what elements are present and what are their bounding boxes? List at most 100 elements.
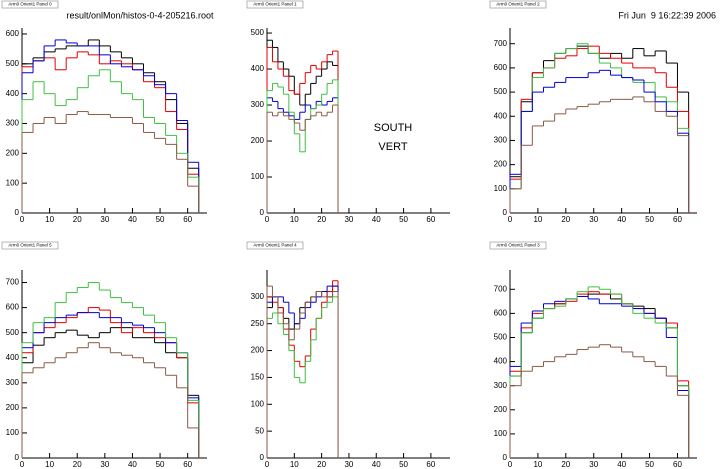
x-tick-label: 20 (317, 460, 326, 469)
y-tick-label: 150 (251, 373, 265, 382)
y-tick-label: 600 (494, 308, 508, 317)
x-tick-label: 40 (128, 215, 137, 224)
panel: 0 100 200 300 400 500 600 0 10 20 30 40 50 60 (6, 28, 207, 224)
y-tick-label: 700 (6, 278, 20, 287)
x-tick-label: 50 (156, 460, 165, 469)
y-tick-label: 700 (494, 39, 508, 48)
panel-title: Arm0 Orient1 Panel 1 (253, 2, 297, 7)
x-tick-label: 60 (673, 460, 682, 469)
x-tick-label: 30 (589, 215, 598, 224)
panel: 0 100 200 300 400 500 0 10 20 30 40 50 60 SOUTH VERT (251, 28, 450, 224)
x-tick-label: 50 (399, 460, 408, 469)
x-tick-label: 30 (344, 215, 353, 224)
x-tick-label: 60 (183, 215, 192, 224)
panel-title: Arm0 Orient1 Panel 0 (8, 2, 52, 7)
file-name: result/onlMon/histos-0-4-205216.root (66, 10, 214, 20)
x-tick-label: 30 (589, 460, 598, 469)
x-tick-label: 10 (290, 215, 299, 224)
y-tick-label: 200 (6, 403, 20, 412)
x-tick-label: 30 (100, 460, 109, 469)
y-tick-label: 300 (251, 100, 265, 109)
y-tick-label: 200 (251, 136, 265, 145)
y-tick-label: 100 (6, 428, 20, 437)
panel: 0 100 200 300 400 500 600 700 0 10 20 30 40 50 60 (6, 270, 207, 469)
panel-title-box (1, 0, 59, 9)
panel: 0 50 100 150 200 250 300 0 10 20 30 40 50 60 (251, 270, 450, 469)
x-tick-label: 0 (508, 460, 513, 469)
x-tick-label: 40 (617, 215, 626, 224)
y-tick-label: 100 (494, 184, 508, 193)
x-tick-label: 40 (372, 215, 381, 224)
x-tick-label: 30 (100, 215, 109, 224)
y-tick-label: 0 (503, 453, 508, 462)
x-tick-label: 0 (508, 215, 513, 224)
x-tick-label: 20 (73, 460, 82, 469)
x-tick-label: 60 (426, 215, 435, 224)
x-tick-label: 0 (20, 215, 25, 224)
x-tick-label: 20 (561, 215, 570, 224)
panel-title: Arm0 Orient1 Panel 5 (8, 243, 52, 248)
y-tick-label: 250 (251, 319, 265, 328)
panel-title-box (1, 241, 59, 250)
x-tick-label: 10 (533, 460, 542, 469)
x-tick-label: 40 (372, 460, 381, 469)
x-tick-label: 40 (617, 460, 626, 469)
y-tick-label: 0 (503, 208, 508, 217)
panel: 0 100 200 300 400 500 600 700 0 10 20 30 40 50 60 (494, 270, 697, 469)
y-tick-label: 100 (6, 178, 20, 187)
y-tick-label: 0 (260, 453, 265, 462)
x-tick-label: 50 (156, 215, 165, 224)
panel-title: Arm0 Orient1 Panel 3 (496, 243, 540, 248)
y-tick-label: 0 (15, 453, 20, 462)
x-tick-label: 50 (399, 215, 408, 224)
x-tick-label: 20 (317, 215, 326, 224)
y-tick-label: 600 (6, 303, 20, 312)
y-tick-label: 500 (6, 328, 20, 337)
y-tick-label: 300 (494, 136, 508, 145)
x-tick-label: 0 (20, 460, 25, 469)
x-tick-label: 20 (73, 215, 82, 224)
y-tick-label: 300 (6, 378, 20, 387)
panel-title: Arm0 Orient1 Panel 4 (253, 243, 297, 248)
y-tick-label: 200 (494, 160, 508, 169)
y-tick-label: 200 (6, 148, 20, 157)
y-tick-label: 500 (494, 333, 508, 342)
x-tick-label: 20 (561, 460, 570, 469)
annotation: VERT (378, 141, 407, 153)
y-tick-label: 500 (6, 59, 20, 68)
x-tick-label: 10 (45, 460, 54, 469)
panel: 0 100 200 300 400 500 600 700 0 10 20 30 40 50 60 (494, 28, 697, 224)
x-tick-label: 60 (673, 215, 682, 224)
y-tick-label: 100 (251, 172, 265, 181)
annotation: SOUTH (374, 122, 413, 134)
y-tick-label: 500 (251, 28, 265, 37)
panel-title-box (489, 241, 547, 250)
y-tick-label: 200 (494, 405, 508, 414)
panel-title-box (246, 0, 304, 9)
panel-title-box (489, 0, 547, 9)
y-tick-label: 200 (251, 346, 265, 355)
y-tick-label: 400 (494, 357, 508, 366)
y-tick-label: 400 (494, 111, 508, 120)
x-tick-label: 60 (426, 460, 435, 469)
x-tick-label: 10 (45, 215, 54, 224)
date: Fri Jun 9 16:22:39 2006 (618, 10, 716, 20)
y-tick-label: 100 (494, 429, 508, 438)
x-tick-label: 50 (645, 460, 654, 469)
y-tick-label: 600 (494, 63, 508, 72)
y-tick-label: 50 (255, 426, 264, 435)
y-tick-label: 0 (15, 208, 20, 217)
y-tick-label: 600 (6, 29, 20, 38)
x-tick-label: 60 (183, 460, 192, 469)
x-tick-label: 10 (533, 215, 542, 224)
x-tick-label: 0 (265, 215, 270, 224)
y-tick-label: 100 (251, 399, 265, 408)
panel-title: Arm0 Orient1 Panel 2 (496, 2, 540, 7)
y-tick-label: 700 (494, 284, 508, 293)
x-tick-label: 30 (344, 460, 353, 469)
x-tick-label: 40 (128, 460, 137, 469)
y-tick-label: 0 (260, 208, 265, 217)
y-tick-label: 300 (251, 292, 265, 301)
panel-title-box (246, 241, 304, 250)
